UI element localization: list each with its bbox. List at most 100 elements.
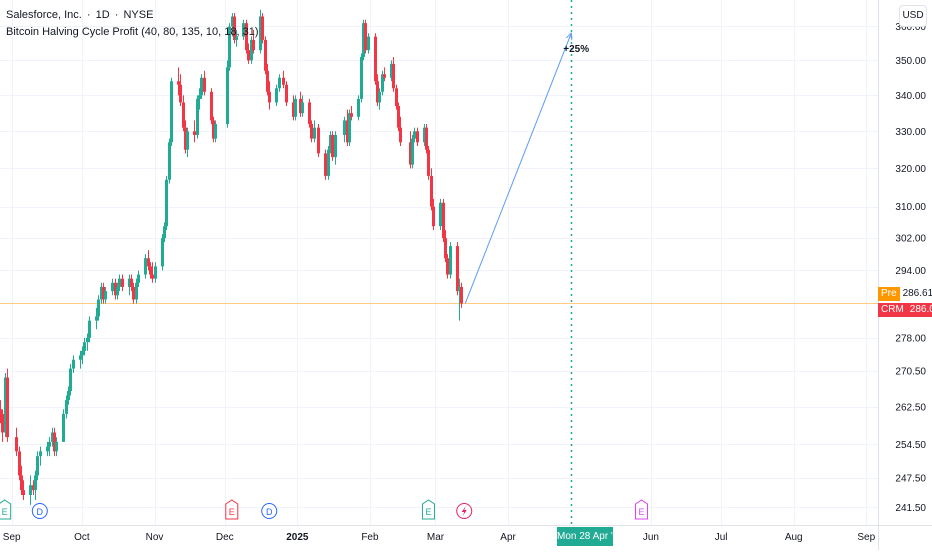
symbol-name[interactable]: Salesforce, Inc.: [6, 9, 82, 21]
candle-body: [250, 39, 253, 61]
candle-body: [285, 84, 288, 103]
crosshair-date-label: Mon 28 Apr '25: [557, 527, 624, 546]
y-tick-label: 262.50: [895, 402, 926, 413]
x-tick-label: Feb: [361, 532, 379, 543]
candle-body: [198, 95, 201, 99]
candle-body: [182, 102, 185, 128]
svg-text:E: E: [425, 507, 431, 517]
candle-body: [233, 16, 236, 40]
candle-body: [51, 432, 54, 442]
earnings-event-marker[interactable]: E: [635, 499, 649, 520]
candle-body: [165, 179, 168, 227]
candle-body: [390, 63, 393, 78]
y-tick-label: 278.00: [895, 333, 926, 344]
candle-body: [177, 81, 180, 85]
interval-label[interactable]: 1D: [95, 9, 110, 21]
candle-body: [392, 63, 395, 89]
candle-body: [378, 91, 381, 103]
candle-body: [62, 413, 65, 442]
candle-body: [149, 266, 152, 275]
earnings-event-marker[interactable]: E: [225, 499, 239, 520]
candle-body: [425, 127, 428, 150]
candle-body: [374, 36, 377, 82]
candle-body: [381, 74, 384, 92]
candle-body: [458, 286, 461, 292]
candle-body: [86, 337, 89, 343]
x-tick-label: Jun: [643, 532, 659, 543]
candle-body: [18, 451, 21, 476]
candle-body: [154, 266, 157, 279]
y-tick-label: 330.00: [895, 127, 926, 138]
candle-body: [1, 413, 4, 433]
svg-text:E: E: [2, 507, 8, 517]
projection-arrowhead: [565, 32, 573, 41]
candle-body: [294, 98, 297, 117]
candle-body: [39, 451, 42, 457]
projection-label: +25%: [563, 44, 589, 55]
candle-body: [430, 175, 433, 207]
dividend-event-marker[interactable]: D: [31, 503, 48, 519]
candle-body: [446, 258, 449, 275]
candle-body: [299, 98, 302, 114]
candle-body: [226, 67, 229, 125]
candle-body: [20, 475, 23, 491]
candle-body: [346, 120, 349, 143]
candle-body: [111, 282, 114, 292]
y-tick-label: 254.50: [895, 440, 926, 451]
candle-body: [348, 113, 351, 143]
y-tick-label: 360.00: [895, 22, 926, 33]
split-event-icon[interactable]: [456, 503, 473, 519]
candle-body: [6, 377, 9, 438]
candle-body: [83, 342, 86, 351]
candle-body: [357, 98, 360, 117]
earnings-event-marker[interactable]: E: [0, 499, 12, 520]
candle-body: [46, 446, 49, 452]
candle-body: [67, 391, 70, 401]
candle-body: [4, 377, 7, 433]
indicator-legend[interactable]: Bitcoin Halving Cycle Profit (40, 80, 13…: [6, 26, 259, 38]
x-tick-label: Apr: [500, 532, 516, 543]
dividend-event-marker[interactable]: D: [261, 503, 278, 519]
candle-body: [423, 127, 426, 143]
candle-body: [104, 291, 107, 300]
currency-button[interactable]: USD: [899, 5, 927, 27]
candle-body: [193, 131, 196, 135]
y-tick-label: 294.00: [895, 266, 926, 277]
candle-body: [245, 23, 248, 51]
candle-body: [367, 36, 370, 51]
candle-body: [439, 202, 442, 227]
candle-body: [397, 106, 400, 128]
candle-body: [128, 278, 131, 287]
candle-body: [130, 278, 133, 287]
y-tick-label: 302.00: [895, 234, 926, 245]
candle-body: [161, 238, 164, 267]
candle-body: [282, 77, 285, 85]
candle-body: [231, 16, 234, 27]
earnings-event-marker[interactable]: E: [421, 499, 435, 520]
candle-body: [324, 153, 327, 176]
last-price-tag: CRM 286.05: [878, 303, 932, 317]
candle-body: [196, 98, 199, 135]
candle-body: [456, 246, 459, 292]
pre-market-price-tag: Pre 286.61: [878, 287, 932, 301]
y-tick-label: 340.00: [895, 91, 926, 102]
y-tick-label: 350.00: [895, 56, 926, 67]
candle-body: [79, 355, 82, 360]
candle-body: [327, 149, 330, 176]
candle-body: [313, 127, 316, 139]
x-tick-label: Sep: [857, 532, 875, 543]
candle-body: [264, 39, 267, 71]
y-tick-label: 241.50: [895, 503, 926, 514]
candle-body: [81, 350, 84, 356]
candle-body: [399, 127, 402, 143]
candle-body: [186, 131, 189, 150]
y-tick-label: 310.00: [895, 202, 926, 213]
candle-body: [184, 127, 187, 150]
candle-body: [65, 400, 68, 414]
candle-body: [100, 286, 103, 300]
x-tick-label: Nov: [146, 532, 164, 543]
x-tick-label: Sep: [3, 532, 21, 543]
candle-body: [292, 102, 295, 117]
